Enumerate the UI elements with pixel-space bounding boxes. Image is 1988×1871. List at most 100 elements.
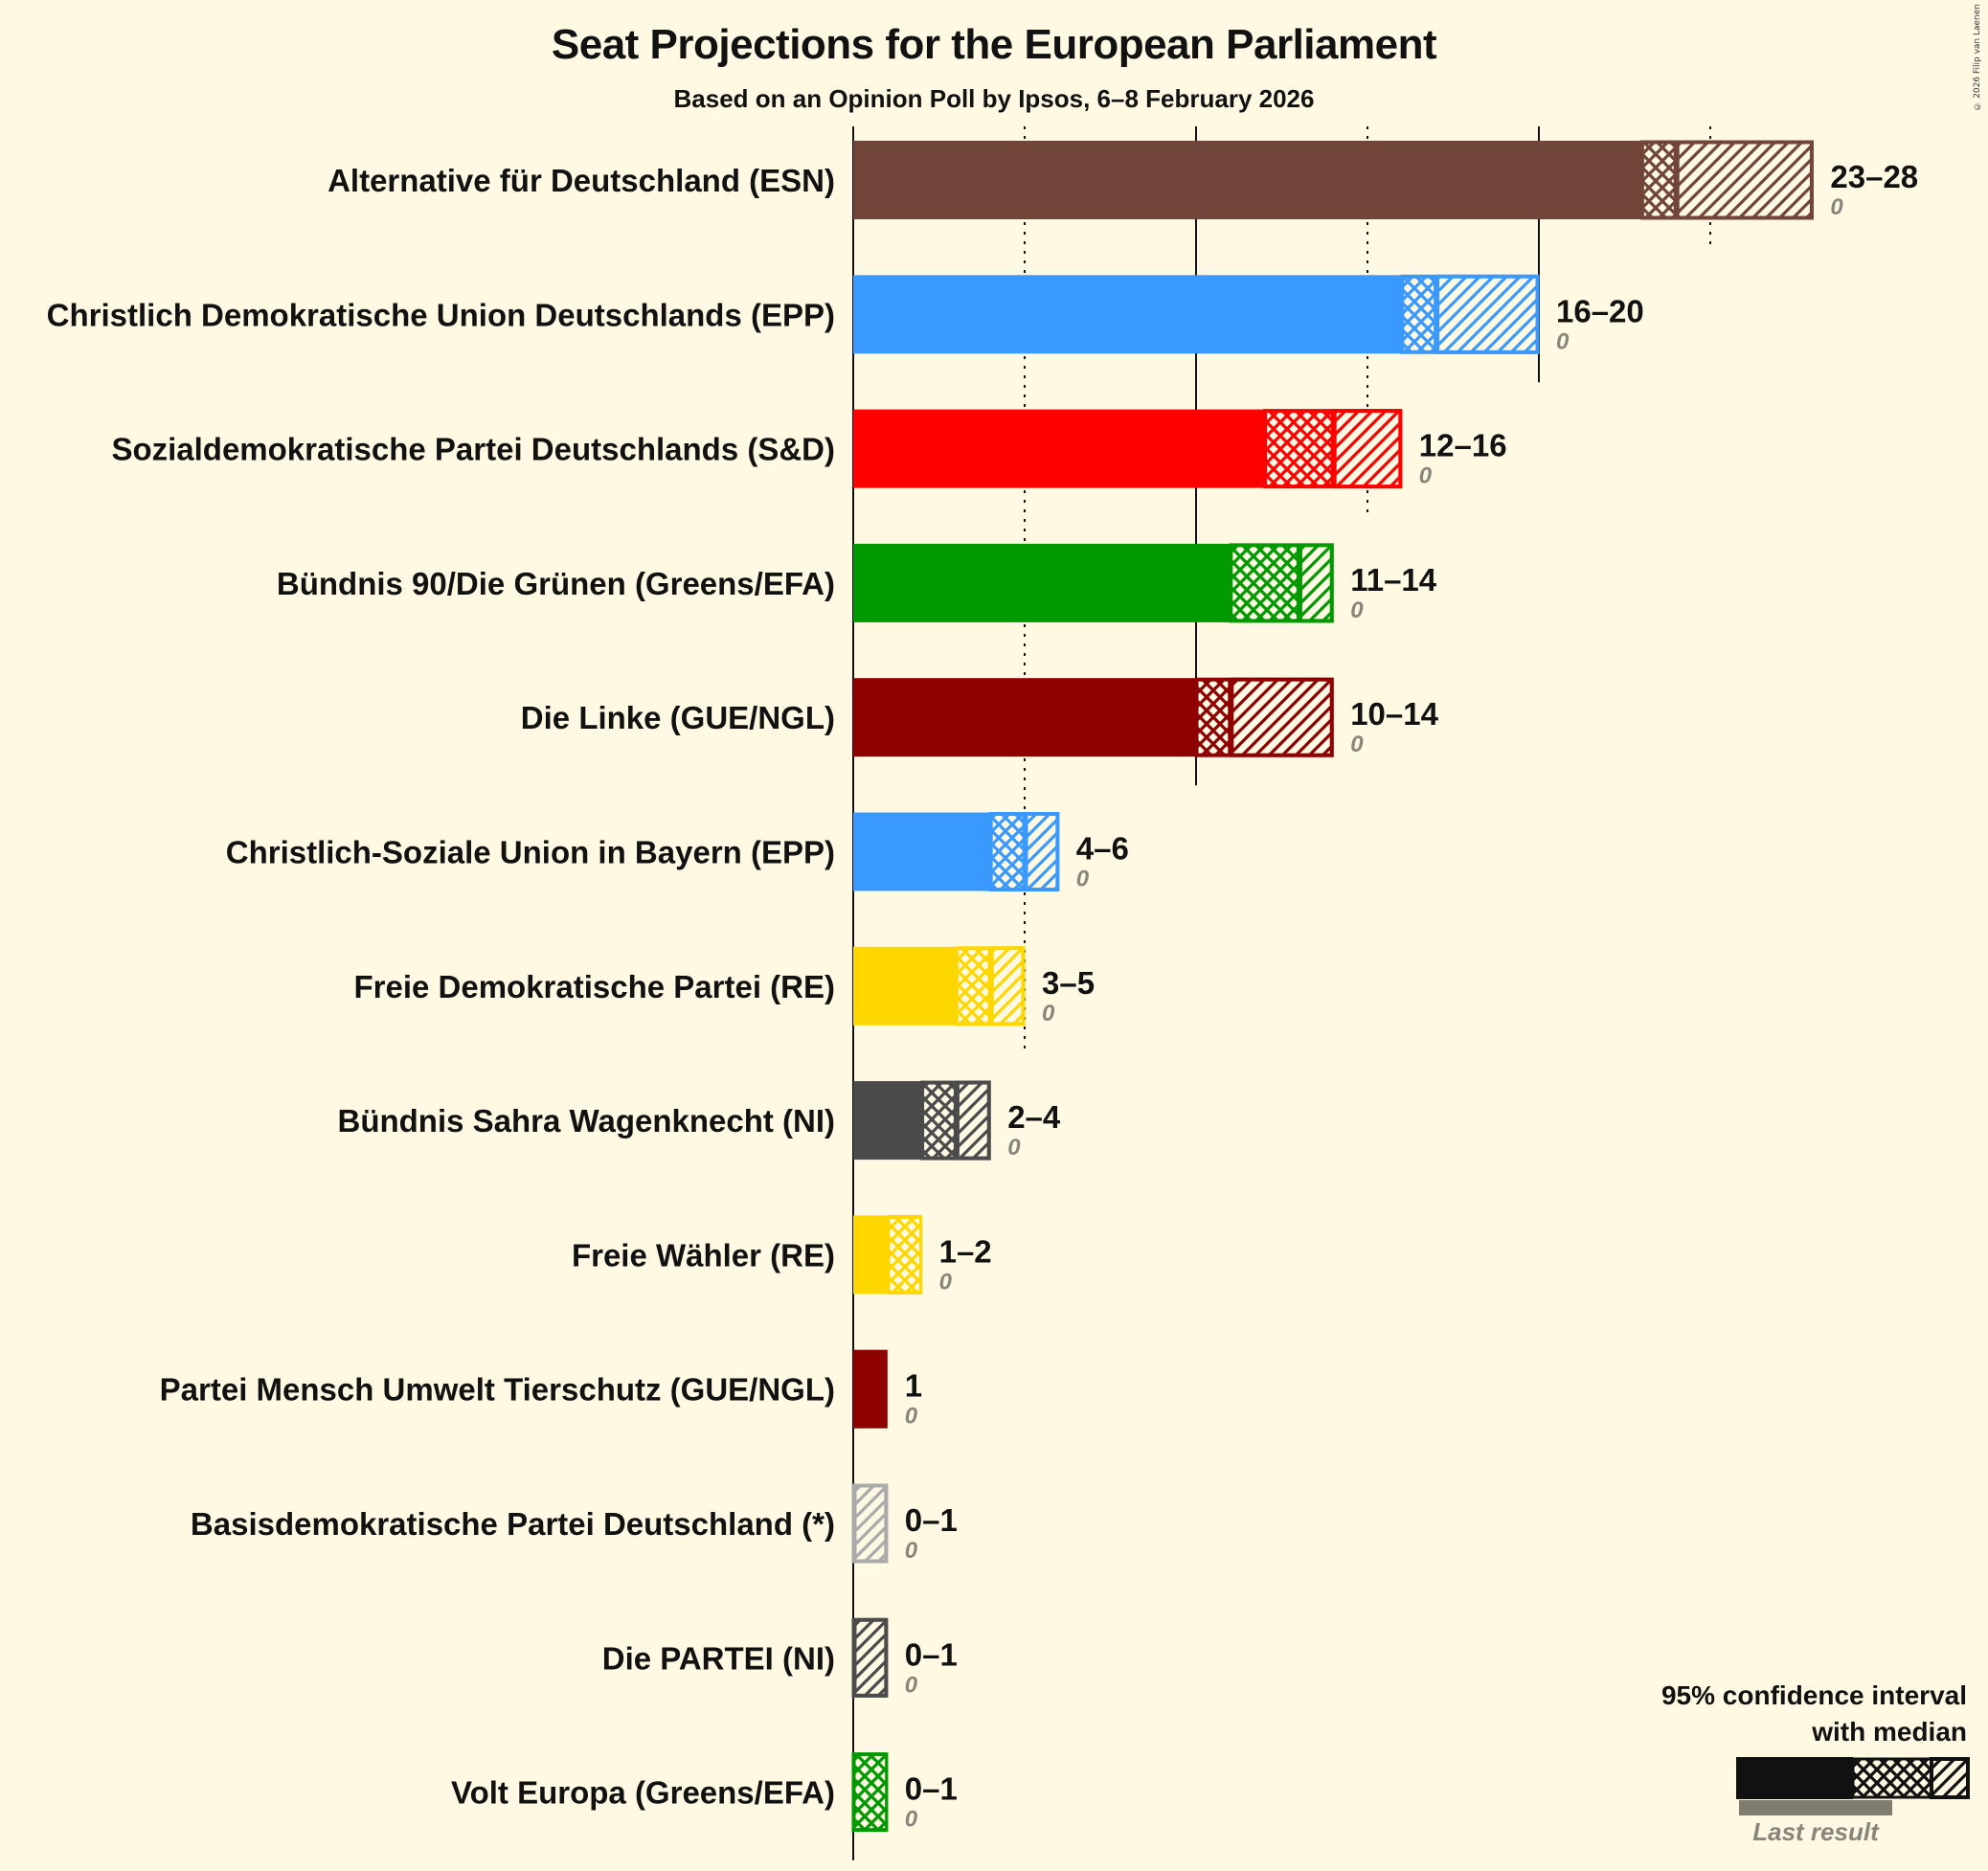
- bar-ci-lower: [955, 947, 991, 1026]
- legend-last-result-bar: [1739, 1800, 1892, 1815]
- party-row: Bündnis 90/Die Grünen (Greens/EFA) 11–140: [277, 543, 1437, 623]
- party-row: Alternative für Deutschland (ESN) 23–280: [328, 140, 1918, 220]
- bar-ci-upper: [1332, 409, 1403, 489]
- party-row: Die Linke (GUE/NGL) 10–140: [521, 677, 1439, 757]
- legend-ci-lower: [1851, 1757, 1933, 1799]
- chart-subtitle: Based on an Opinion Poll by Ipsos, 6–8 F…: [673, 84, 1315, 113]
- legend-title-line1: 95% confidence interval: [1660, 1680, 1967, 1710]
- last-result-label: 0: [939, 1269, 953, 1295]
- seat-range-label: 11–14: [1350, 562, 1437, 597]
- bar-ci-lower: [887, 1215, 923, 1294]
- bar-ci-lower: [852, 1753, 889, 1832]
- party-name-label: Freie Wähler (RE): [572, 1237, 835, 1273]
- legend-last-result-label: Last result: [1752, 1817, 1879, 1846]
- party-row: Volt Europa (Greens/EFA) 0–10: [451, 1752, 958, 1833]
- party-name-label: Bündnis Sahra Wagenknecht (NI): [338, 1103, 836, 1138]
- party-row: Freie Demokratische Partei (RE) 3–50: [353, 946, 1095, 1026]
- party-name-label: Volt Europa (Greens/EFA): [451, 1775, 835, 1811]
- bar-ci-lower: [1401, 275, 1437, 353]
- bar-ci-outline: [954, 946, 1026, 1026]
- bar-ci-outline: [1400, 274, 1540, 354]
- party-row: Bündnis Sahra Wagenknecht (NI) 2–40: [338, 1080, 1061, 1161]
- last-result-label: 0: [905, 1404, 918, 1430]
- party-row: Christlich Demokratische Union Deutschla…: [47, 274, 1644, 354]
- bar-ci-upper: [1298, 543, 1334, 623]
- bar-ci-lower: [1264, 410, 1334, 488]
- bar-ci-lower: [989, 813, 1026, 890]
- bar-ci-upper: [955, 1080, 991, 1161]
- bar-solid: [853, 1081, 922, 1161]
- bar-ci-upper: [1024, 812, 1060, 891]
- bar-ci-outline: [1229, 543, 1334, 623]
- bar-ci-outline: [1194, 677, 1334, 757]
- bar-ci-outline: [851, 1752, 889, 1833]
- seat-range-label: 2–4: [1007, 1099, 1061, 1135]
- bar-ci-outline: [886, 1214, 923, 1295]
- chart-title: Seat Projections for the European Parlia…: [551, 21, 1437, 68]
- party-row: Freie Wähler (RE) 1–20: [572, 1214, 992, 1295]
- bar-ci-upper: [1435, 274, 1540, 354]
- bar-ci-outline: [851, 1483, 889, 1564]
- bar-ci-outline: [1639, 140, 1814, 220]
- party-row: Christlich-Soziale Union in Bayern (EPP)…: [226, 812, 1129, 892]
- party-name-label: Die PARTEI (NI): [602, 1640, 835, 1676]
- legend-title-line2: with median: [1812, 1717, 1967, 1747]
- last-result-label: 0: [1007, 1135, 1021, 1161]
- bar-ci-lower: [921, 1081, 957, 1160]
- legend-solid-bar: [1736, 1757, 1853, 1799]
- bar-solid: [853, 812, 991, 891]
- party-row: Partei Mensch Umwelt Tierschutz (GUE/NGL…: [160, 1349, 922, 1430]
- party-row: Die PARTEI (NI) 0–10: [602, 1617, 958, 1698]
- seat-range-label: 12–16: [1419, 428, 1507, 463]
- seat-range-label: 4–6: [1076, 831, 1129, 867]
- bar-ci-upper: [1675, 140, 1814, 220]
- party-name-label: Alternative für Deutschland (ESN): [328, 163, 835, 198]
- bar-solid: [853, 141, 1642, 219]
- last-result-label: 0: [1076, 867, 1090, 892]
- seat-range-label: 3–5: [1042, 965, 1095, 1001]
- bar-solid: [853, 275, 1402, 354]
- last-result-label: 0: [905, 1672, 918, 1698]
- bar-ci-lower: [1640, 141, 1677, 219]
- bar-ci-upper: [852, 1483, 889, 1564]
- party-name-label: Christlich-Soziale Union in Bayern (EPP): [226, 835, 835, 870]
- party-row: Sozialdemokratische Partei Deutschlands …: [111, 409, 1507, 489]
- party-name-label: Sozialdemokratische Partei Deutschlands …: [111, 432, 835, 467]
- seat-range-label: 10–14: [1350, 696, 1438, 732]
- party-name-label: Bündnis 90/Die Grünen (Greens/EFA): [277, 566, 835, 601]
- bar-solid: [853, 678, 1196, 757]
- bars: Alternative für Deutschland (ESN) 23–280 C…: [47, 140, 1918, 1833]
- last-result-label: 0: [1830, 194, 1843, 220]
- bar-ci-lower: [1230, 544, 1299, 622]
- seat-range-label: 0–1: [905, 1502, 958, 1538]
- bar-solid: [853, 1215, 888, 1295]
- bar-ci-upper: [852, 1617, 889, 1698]
- bar-ci-outline: [920, 1080, 991, 1161]
- bar-solid: [853, 1349, 888, 1429]
- last-result-label: 0: [1350, 732, 1364, 757]
- last-result-label: 0: [1419, 463, 1433, 489]
- seat-range-label: 0–1: [905, 1636, 958, 1672]
- party-name-label: Die Linke (GUE/NGL): [521, 700, 835, 735]
- last-result-label: 0: [905, 1807, 918, 1833]
- last-result-label: 0: [1042, 1001, 1055, 1026]
- bar-ci-upper: [989, 946, 1026, 1026]
- last-result-label: 0: [1556, 328, 1570, 354]
- bar-ci-lower: [1195, 678, 1231, 756]
- bar-ci-outline: [988, 812, 1060, 891]
- legend-title: 95% confidence interval with median: [1661, 1678, 1967, 1750]
- seat-range-label: 1–2: [939, 1233, 992, 1269]
- party-name-label: Christlich Demokratische Union Deutschla…: [47, 297, 835, 332]
- last-result-label: 0: [905, 1538, 918, 1564]
- legend-graphic: [1736, 1757, 1970, 1815]
- bar-ci-outline: [1263, 409, 1403, 489]
- seat-range-label: 0–1: [905, 1771, 958, 1807]
- bar-ci-upper: [1230, 677, 1334, 757]
- party-name-label: Freie Demokratische Partei (RE): [353, 969, 835, 1004]
- party-row: Basisdemokratische Partei Deutschland (*…: [191, 1483, 958, 1564]
- party-name-label: Partei Mensch Umwelt Tierschutz (GUE/NGL…: [160, 1372, 835, 1408]
- seat-range-label: 1: [905, 1368, 922, 1404]
- bar-solid: [853, 409, 1265, 488]
- bar-solid: [853, 543, 1231, 622]
